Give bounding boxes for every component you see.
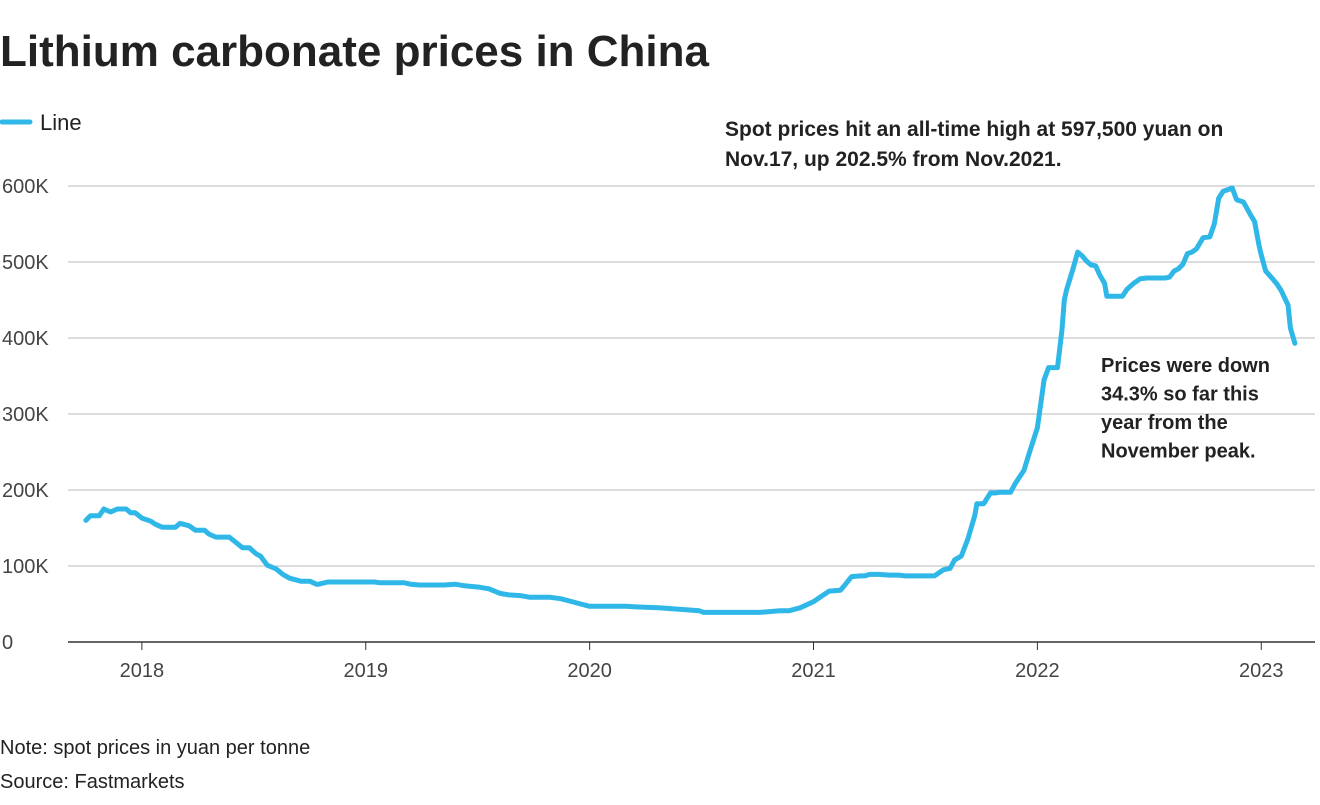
- annotation: November peak.: [1101, 441, 1256, 463]
- x-tick-label: 2021: [791, 660, 836, 682]
- x-tick-label: 2023: [1239, 660, 1284, 682]
- y-tick-label: 400K: [2, 328, 49, 350]
- y-tick-label: 200K: [2, 480, 49, 502]
- x-tick-label: 2022: [1015, 660, 1060, 682]
- y-tick-label: 600K: [2, 176, 49, 198]
- x-tick-label: 2019: [344, 660, 389, 682]
- line: [83, 185, 1298, 615]
- note: Note: spot prices in yuan per tonne: [0, 737, 310, 759]
- legend-label: Line: [40, 110, 82, 135]
- y-tick-label: 500K: [2, 252, 49, 274]
- y-tick-label: 0: [2, 632, 13, 654]
- annotation: year from the: [1101, 412, 1228, 434]
- y-tick-label: 300K: [2, 404, 49, 426]
- x-tick-label: 2018: [120, 660, 165, 682]
- chart-title: Lithium carbonate prices in China: [0, 27, 710, 76]
- annotation: Nov.17, up 202.5% from Nov.2021.: [725, 148, 1062, 171]
- annotation: Prices were down: [1101, 355, 1270, 377]
- annotation: 34.3% so far this: [1101, 384, 1259, 406]
- y-tick-label: 100K: [2, 556, 49, 578]
- x-tick-label: 2020: [567, 660, 612, 682]
- annotation: Spot prices hit an all-time high at 597,…: [725, 118, 1223, 141]
- source: Source: Fastmarkets: [0, 771, 185, 793]
